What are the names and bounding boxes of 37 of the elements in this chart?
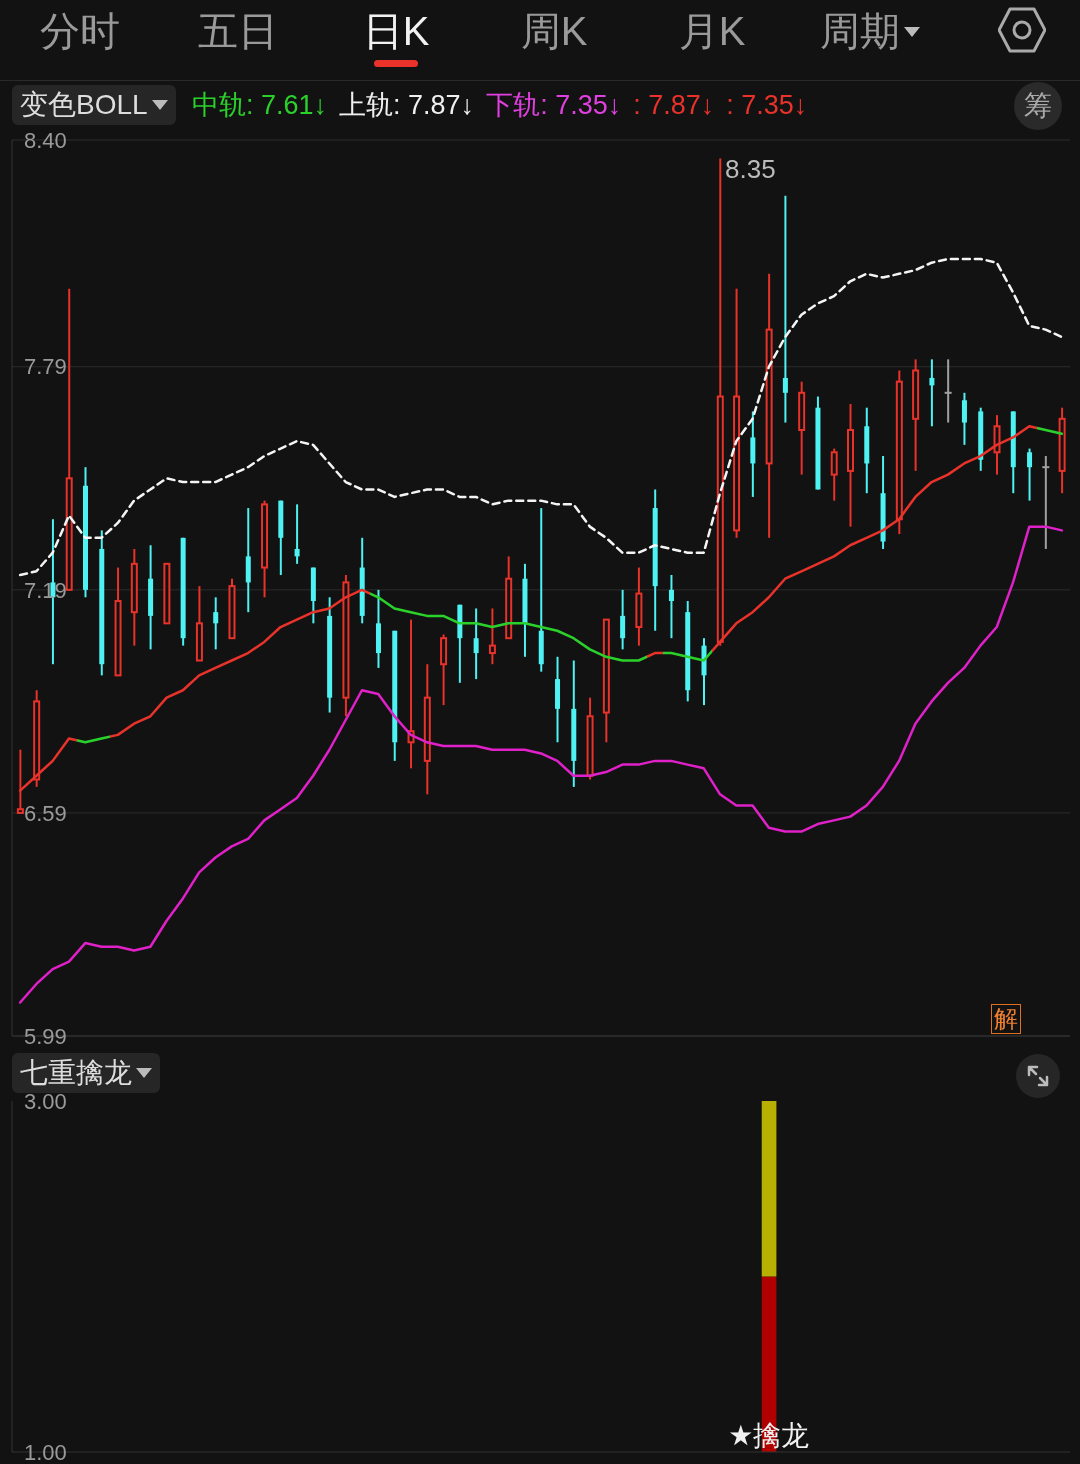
candlestick	[213, 596, 219, 651]
text: 五日	[198, 8, 278, 55]
chart-title: 七重擒龙	[20, 1057, 132, 1088]
candlestick	[294, 503, 300, 565]
y-tick-label: 5.99	[24, 1023, 67, 1049]
y-tick-label: 8.40	[24, 127, 67, 153]
candlestick	[830, 447, 838, 502]
candlestick	[16, 748, 24, 814]
annotation: 解	[994, 1003, 1018, 1035]
text: 日K	[362, 8, 430, 55]
annotation: 8.35	[725, 153, 776, 184]
text: 下轨: 7.35↓	[486, 89, 622, 122]
candlestick	[961, 391, 967, 446]
y-tick-label: 3.00	[24, 1088, 67, 1114]
candlestick	[620, 588, 626, 651]
text: 分时	[40, 8, 120, 55]
text: 筹	[1024, 89, 1052, 123]
text: 上轨: 7.87↓	[339, 89, 475, 122]
candlestick	[488, 607, 496, 666]
text: 中轨: 7.61↓	[192, 89, 328, 122]
candlestick	[473, 607, 479, 681]
chart-title: 变色BOLL	[20, 88, 148, 122]
candlestick	[1027, 447, 1033, 502]
y-tick-label: 1.00	[24, 1439, 67, 1464]
candlestick	[782, 194, 788, 424]
y-tick-label: 6.59	[24, 800, 67, 826]
candlestick	[668, 573, 674, 640]
text: : 7.35↓	[726, 89, 808, 121]
line-series	[18, 257, 1064, 577]
text: 周K	[520, 8, 588, 55]
line-series	[18, 525, 1064, 1004]
text: 月K	[678, 8, 746, 55]
text: : 7.87↓	[633, 89, 715, 121]
y-tick-label: 7.79	[24, 354, 67, 380]
text: 周期	[820, 8, 900, 55]
candlestick	[929, 358, 935, 428]
line-series	[18, 425, 1064, 792]
